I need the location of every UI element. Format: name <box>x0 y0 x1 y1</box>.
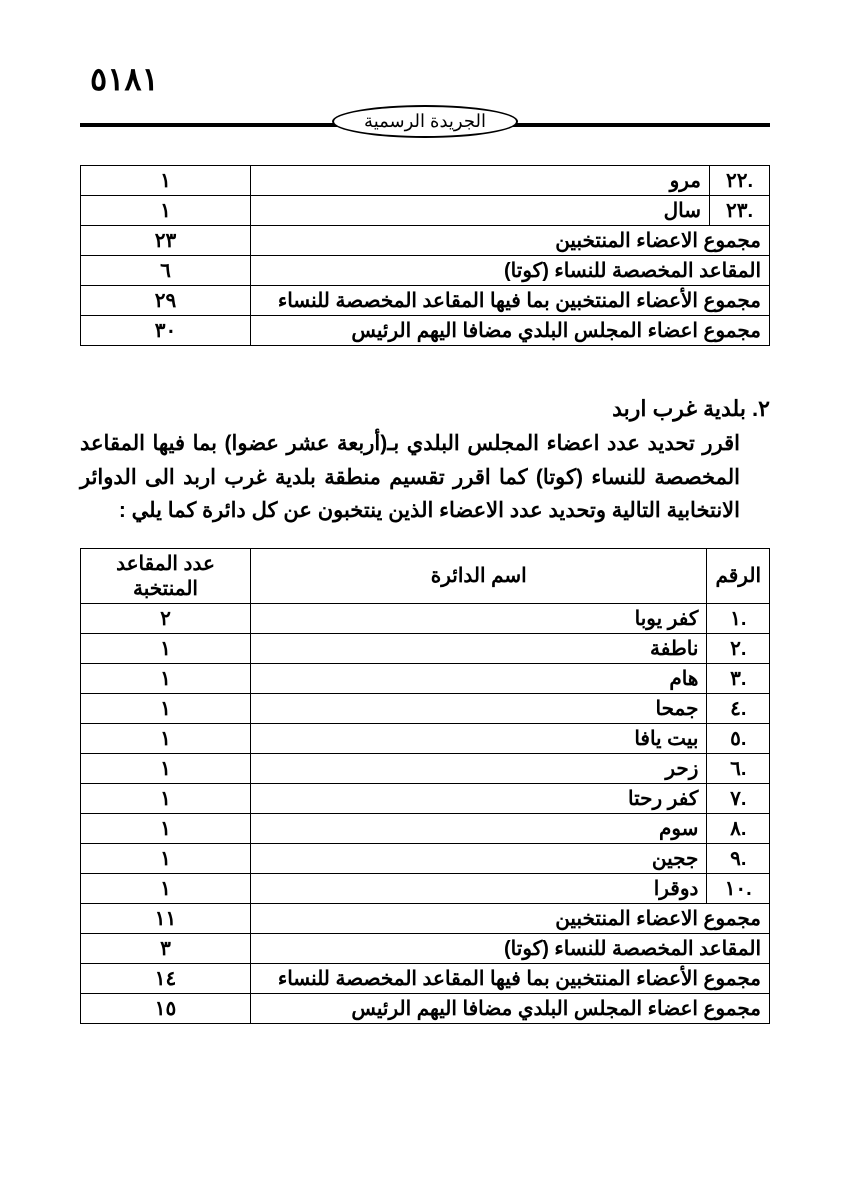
summary-value: ٢٩ <box>81 286 251 316</box>
table-row: .١كفر يوبا٢ <box>81 603 770 633</box>
district-name: كفر يوبا <box>251 603 707 633</box>
table-row: .٤جمحا١ <box>81 693 770 723</box>
district-name: كفر رحتا <box>251 783 707 813</box>
summary-value: ٢٣ <box>81 226 251 256</box>
page-number: ٥١٨١ <box>90 60 159 98</box>
table-row: .٨سوم١ <box>81 813 770 843</box>
table-2: الرقم اسم الدائرة عدد المقاعد المنتخبة .… <box>80 548 770 1024</box>
seat-count: ١ <box>81 753 251 783</box>
seat-count: ١ <box>81 723 251 753</box>
row-number: .٣ <box>707 663 770 693</box>
summary-row: مجموع الاعضاء المنتخبين١١ <box>81 903 770 933</box>
row-number: .٢٢ <box>710 166 770 196</box>
summary-label: مجموع الاعضاء المنتخبين <box>251 226 770 256</box>
summary-row: مجموع اعضاء المجلس البلدي مضافا اليهم ال… <box>81 316 770 346</box>
table-row: .٧كفر رحتا١ <box>81 783 770 813</box>
summary-row: مجموع اعضاء المجلس البلدي مضافا اليهم ال… <box>81 993 770 1023</box>
page: ٥١٨١ الجريدة الرسمية .٢٢ مرو ١ .٢٣ سال ١… <box>0 0 850 1193</box>
summary-row: المقاعد المخصصة للنساء (كوتا)٣ <box>81 933 770 963</box>
gazette-title: الجريدة الرسمية <box>332 105 518 138</box>
district-name: سال <box>251 196 710 226</box>
section-2-body: اقرر تحديد عدد اعضاء المجلس البلدي بـ(أر… <box>80 427 770 528</box>
seat-count: ١ <box>81 873 251 903</box>
row-number: .١ <box>707 603 770 633</box>
header-row: الجريدة الرسمية <box>80 105 770 145</box>
table-row: .٩ججين١ <box>81 843 770 873</box>
table-row: .٥بيت يافا١ <box>81 723 770 753</box>
district-name: ناطفة <box>251 633 707 663</box>
summary-value: ٣٠ <box>81 316 251 346</box>
district-name: ججين <box>251 843 707 873</box>
row-number: .٥ <box>707 723 770 753</box>
section-2-title: ٢. بلدية غرب اربد <box>80 396 770 422</box>
seat-count: ١ <box>81 813 251 843</box>
district-name: دوقرا <box>251 873 707 903</box>
summary-label: مجموع الاعضاء المنتخبين <box>251 903 770 933</box>
summary-label: مجموع الأعضاء المنتخبين بما فيها المقاعد… <box>251 286 770 316</box>
table-row: .٢٣ سال ١ <box>81 196 770 226</box>
table-header-row: الرقم اسم الدائرة عدد المقاعد المنتخبة <box>81 548 770 603</box>
row-number: .٨ <box>707 813 770 843</box>
row-number: .٢٣ <box>710 196 770 226</box>
summary-label: مجموع الأعضاء المنتخبين بما فيها المقاعد… <box>251 963 770 993</box>
summary-label: المقاعد المخصصة للنساء (كوتا) <box>251 933 770 963</box>
seat-count: ١ <box>81 196 251 226</box>
seat-count: ٢ <box>81 603 251 633</box>
seat-count: ١ <box>81 783 251 813</box>
district-name: بيت يافا <box>251 723 707 753</box>
col-header-number: الرقم <box>707 548 770 603</box>
district-name: جمحا <box>251 693 707 723</box>
table-row: .٦زحر١ <box>81 753 770 783</box>
district-name: سوم <box>251 813 707 843</box>
district-name: زحر <box>251 753 707 783</box>
summary-row: مجموع الاعضاء المنتخبين ٢٣ <box>81 226 770 256</box>
row-number: .٩ <box>707 843 770 873</box>
seat-count: ١ <box>81 693 251 723</box>
district-name: مرو <box>251 166 710 196</box>
table-row: .١٠دوقرا١ <box>81 873 770 903</box>
summary-label: المقاعد المخصصة للنساء (كوتا) <box>251 256 770 286</box>
col-header-name: اسم الدائرة <box>251 548 707 603</box>
table-row: .٢٢ مرو ١ <box>81 166 770 196</box>
summary-row: مجموع الأعضاء المنتخبين بما فيها المقاعد… <box>81 286 770 316</box>
table-row: .٢ناطفة١ <box>81 633 770 663</box>
row-number: .٢ <box>707 633 770 663</box>
seat-count: ١ <box>81 166 251 196</box>
summary-label: مجموع اعضاء المجلس البلدي مضافا اليهم ال… <box>251 993 770 1023</box>
summary-label: مجموع اعضاء المجلس البلدي مضافا اليهم ال… <box>251 316 770 346</box>
summary-value: ١١ <box>81 903 251 933</box>
summary-value: ١٥ <box>81 993 251 1023</box>
row-number: .١٠ <box>707 873 770 903</box>
table-1: .٢٢ مرو ١ .٢٣ سال ١ مجموع الاعضاء المنتخ… <box>80 165 770 346</box>
summary-value: ١٤ <box>81 963 251 993</box>
district-name: هام <box>251 663 707 693</box>
row-number: .٦ <box>707 753 770 783</box>
summary-value: ٦ <box>81 256 251 286</box>
table-row: .٣هام١ <box>81 663 770 693</box>
row-number: .٤ <box>707 693 770 723</box>
summary-value: ٣ <box>81 933 251 963</box>
seat-count: ١ <box>81 663 251 693</box>
seat-count: ١ <box>81 843 251 873</box>
summary-row: المقاعد المخصصة للنساء (كوتا) ٦ <box>81 256 770 286</box>
seat-count: ١ <box>81 633 251 663</box>
table-1-body: .٢٢ مرو ١ .٢٣ سال ١ مجموع الاعضاء المنتخ… <box>81 166 770 346</box>
row-number: .٧ <box>707 783 770 813</box>
summary-row: مجموع الأعضاء المنتخبين بما فيها المقاعد… <box>81 963 770 993</box>
col-header-seats: عدد المقاعد المنتخبة <box>81 548 251 603</box>
table-2-body: .١كفر يوبا٢ .٢ناطفة١ .٣هام١ .٤جمحا١ .٥بي… <box>81 603 770 1023</box>
